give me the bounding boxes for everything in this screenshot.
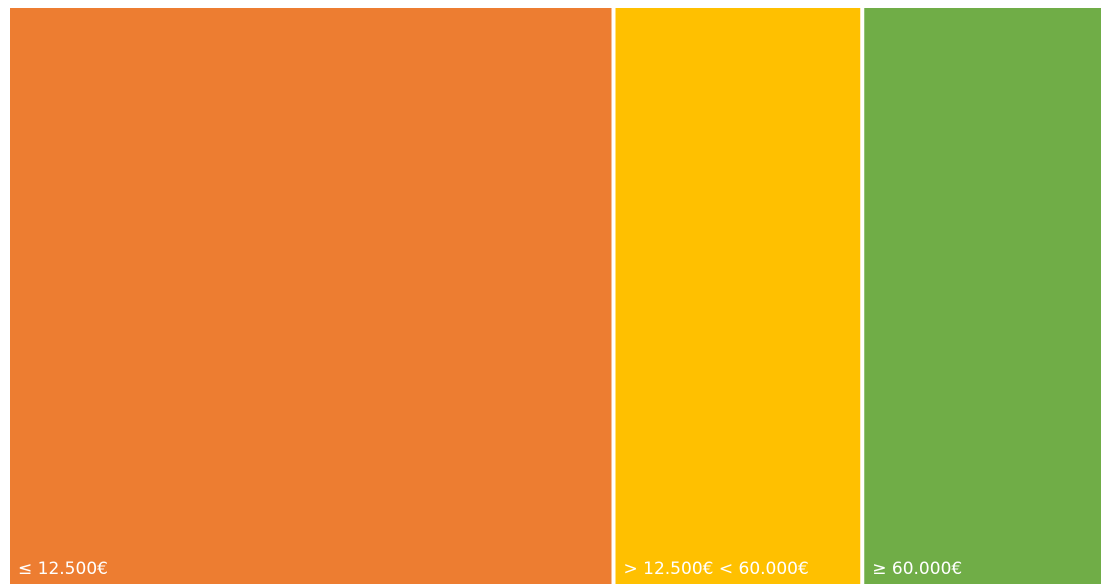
treemap-cell bbox=[10, 8, 612, 584]
cell-label: > 12.500€ < 60.000€ bbox=[624, 559, 809, 579]
cell-label: ≤ 12.500€ bbox=[18, 559, 108, 579]
treemap-cell bbox=[864, 8, 1101, 584]
treemap-cell bbox=[615, 8, 861, 584]
cell-label: ≥ 60.000€ bbox=[872, 559, 962, 579]
